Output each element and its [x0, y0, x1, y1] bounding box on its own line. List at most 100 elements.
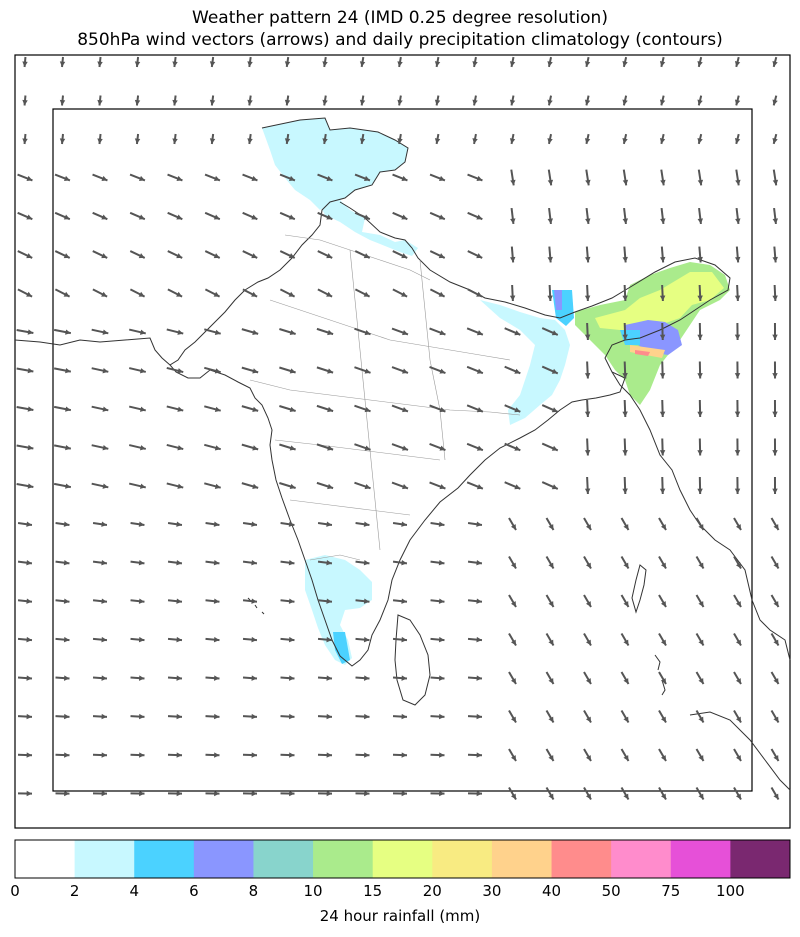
wind-arrow-head [252, 445, 259, 451]
colorbar-segment [193, 840, 254, 878]
wind-arrow-head [660, 639, 666, 646]
wind-arrow-head [27, 406, 34, 412]
wind-arrow-head [213, 291, 220, 297]
wind-arrow-head [434, 138, 441, 144]
wind-arrow-head [363, 675, 370, 681]
wind-arrow-head [251, 752, 257, 758]
wind-arrow-head [735, 601, 741, 608]
wind-arrow-head [772, 137, 778, 144]
wind-arrow-head [251, 713, 257, 720]
wind-arrow-head [476, 330, 483, 336]
wind-arrow-head [138, 636, 145, 643]
map-title-line2: 850hPa wind vectors (arrows) and daily p… [77, 30, 723, 50]
colorbar-tick-label: 8 [248, 882, 259, 900]
wind-arrow-head [64, 790, 70, 797]
colorbar-segment [15, 840, 76, 878]
wind-arrow-head [63, 291, 70, 297]
wind-arrow-head [289, 752, 295, 758]
wind-arrow-head [438, 214, 445, 220]
wind-arrow-head [288, 253, 295, 259]
wind-arrow-head [64, 752, 70, 758]
wind-arrow-head [772, 256, 778, 263]
colorbar-segment [730, 840, 791, 878]
wind-arrow-head [213, 214, 220, 220]
state-boundary [274, 439, 441, 461]
wind-arrow-head [101, 521, 107, 527]
colorbar-tick-label: 20 [422, 882, 442, 900]
wind-arrow-head [510, 793, 516, 800]
wind-arrow-head [177, 483, 184, 489]
wind-arrow-head [138, 214, 145, 220]
wind-arrow-head [252, 406, 259, 412]
wind-arrow-head [548, 562, 554, 569]
wind-arrow-head [697, 488, 703, 494]
wind-arrow-head [288, 636, 295, 643]
state-boundary [289, 499, 411, 516]
wind-arrow-head [402, 407, 408, 413]
wind-arrow-head [251, 521, 257, 527]
colorbar-tick-label: 50 [601, 882, 621, 900]
rain-region-northeast-yellow [595, 272, 724, 330]
wind-arrow-head [697, 61, 703, 67]
rain-region-northeast-blue [625, 320, 682, 355]
wind-arrow-head [289, 406, 296, 413]
wind-arrow-head [548, 755, 554, 762]
wind-arrow-head [476, 598, 482, 604]
wind-arrow-head [476, 790, 482, 797]
wind-arrow-head [26, 636, 32, 643]
wind-arrow-head [698, 524, 704, 531]
wind-arrow-head [584, 61, 591, 67]
wind-arrow-head [26, 713, 32, 720]
wind-arrow-head [401, 559, 407, 566]
wind-arrow-head [139, 752, 145, 758]
wind-arrow-head [623, 639, 629, 646]
wind-arrow-head [97, 99, 103, 106]
wind-arrow-head [551, 484, 558, 490]
wind-arrow-head [622, 218, 629, 224]
wind-arrow-head [251, 253, 258, 259]
wind-arrow-head [585, 562, 591, 569]
wind-arrow-head [176, 636, 182, 643]
wind-arrow-head [22, 99, 28, 106]
wind-arrow-head [251, 175, 258, 182]
wind-arrow-head [584, 450, 591, 456]
wind-arrow-head [213, 521, 220, 527]
wind-arrow-head [326, 675, 332, 681]
wind-arrow-head [101, 175, 108, 182]
wind-arrow-head [101, 790, 107, 797]
wind-arrow-head [26, 675, 32, 681]
wind-arrow-head [138, 291, 145, 297]
wind-arrow-head [698, 716, 704, 723]
rain-region-northeast-orange [630, 345, 665, 358]
wind-arrow-head [514, 368, 521, 374]
wind-arrow-head [623, 755, 629, 762]
wind-arrow-head [102, 445, 109, 451]
colorbar-tick-label: 4 [129, 882, 139, 900]
state-boundary [349, 249, 381, 551]
colorbar-tick-label: 15 [363, 882, 383, 900]
wind-arrow-head [327, 445, 334, 451]
wind-arrow-head [364, 368, 371, 374]
wind-arrow-head [476, 713, 482, 720]
wind-arrow-head [622, 488, 628, 494]
colorbar-segment [134, 840, 195, 878]
wind-arrow-head [63, 214, 70, 220]
wind-arrow-head [288, 291, 295, 297]
wind-arrow-head [735, 639, 741, 646]
colorbar-tick-label: 75 [661, 882, 681, 900]
wind-arrow-head [138, 559, 145, 566]
wind-arrow-head [134, 99, 141, 106]
wind-arrow-head [476, 484, 483, 490]
west-coast-pakistan [14, 337, 171, 366]
wind-arrow-head [476, 636, 482, 643]
wind-arrow-head [214, 752, 220, 758]
wind-arrow-head [139, 406, 146, 412]
rain-region-northeast-red [635, 350, 650, 356]
wind-arrow-head [660, 218, 666, 224]
wind-arrow-head [59, 138, 66, 144]
wind-arrow-head [773, 562, 779, 569]
wind-arrow-head [551, 368, 558, 374]
colorbar-segment [670, 840, 731, 878]
wind-arrow-head [363, 636, 370, 643]
wind-arrow-head [326, 713, 332, 720]
